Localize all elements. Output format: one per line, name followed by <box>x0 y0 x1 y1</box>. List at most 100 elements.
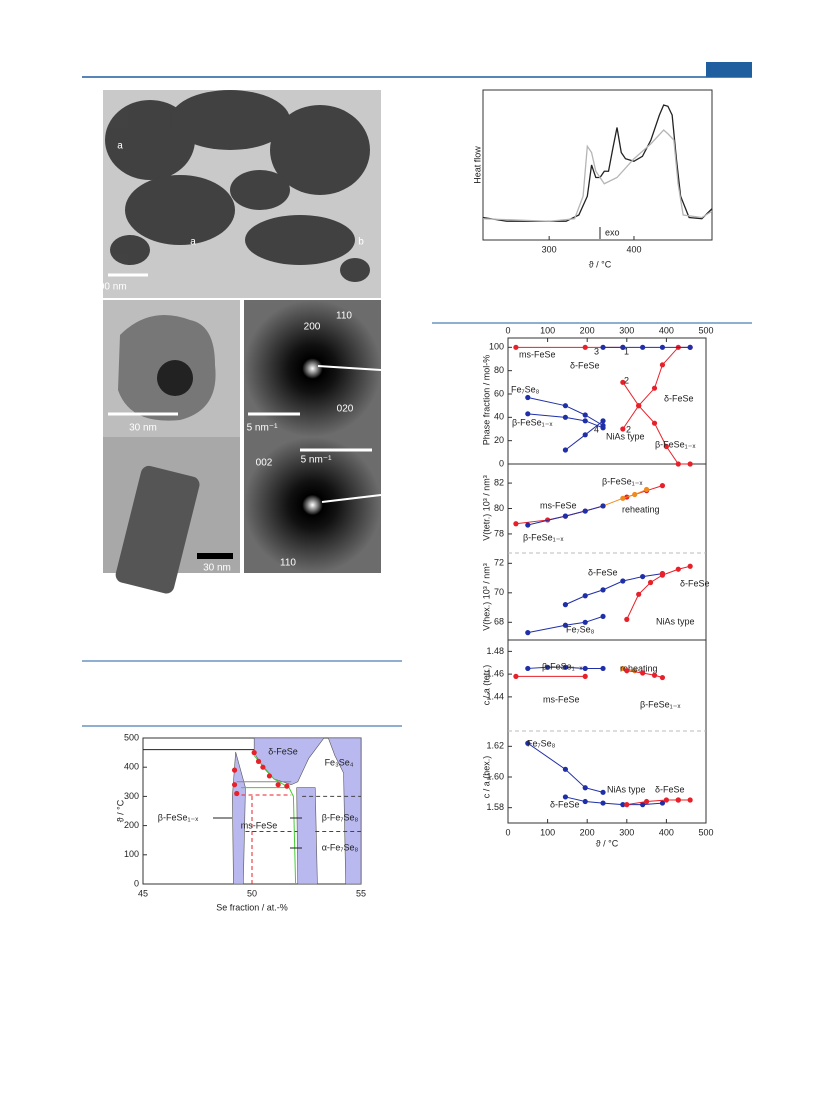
data-point <box>562 766 569 772</box>
micrograph-label: a <box>117 141 123 152</box>
y-axis-label: c / a (tetr.) <box>481 665 491 706</box>
y-tick-label: 1.48 <box>486 646 504 656</box>
data-point <box>651 420 658 426</box>
annotation: 2 <box>624 375 629 385</box>
data-point <box>636 591 642 597</box>
x-tick-label: 0 <box>505 325 510 335</box>
series-label: β-FeSe₁₋ₓ <box>655 439 695 449</box>
region-label: β-FeSe₁₋ₓ <box>158 812 198 822</box>
data-point <box>687 461 693 467</box>
series-label: ms-FeSe <box>519 349 556 359</box>
series-line <box>527 615 604 634</box>
region-label: α-Fe₇Se₈ <box>322 842 359 852</box>
data-point <box>582 412 588 418</box>
micrograph-label: 5 nm⁻¹ <box>301 455 333 466</box>
y-tick-label: 1.58 <box>486 802 504 812</box>
data-point <box>640 573 646 580</box>
data-point <box>234 790 240 797</box>
y-tick-label: 0 <box>499 458 504 468</box>
data-point <box>582 593 588 599</box>
y-tick-label: 1.62 <box>486 741 504 751</box>
particle <box>115 465 200 594</box>
y-tick-label: 1.44 <box>486 691 504 701</box>
data-point <box>644 486 650 493</box>
y-tick-label: 0 <box>134 878 139 888</box>
micrograph-label: 200 <box>304 322 321 333</box>
y-tick-label: 20 <box>494 435 504 445</box>
data-point <box>659 362 666 368</box>
x-tick-label: 300 <box>619 827 634 837</box>
micrographs: a a b 100 nm 30 nm 5 nm⁻¹ 200 110 020 30 nm 002 5 n… <box>93 90 382 594</box>
x-tick-label: 400 <box>659 827 674 837</box>
data-point <box>620 495 626 501</box>
series-line <box>482 104 713 222</box>
data-point <box>600 418 606 424</box>
dsc-chart: 300 400 Heat flow ϑ / °C exo <box>472 89 713 269</box>
data-point <box>562 447 569 453</box>
x-tick-label: 200 <box>580 325 595 335</box>
frame <box>482 89 713 241</box>
data-point <box>600 344 606 350</box>
annotation: exo <box>605 227 620 237</box>
series-label: δ-FeSe <box>680 578 710 588</box>
data-point <box>640 670 646 676</box>
data-point <box>525 394 531 401</box>
data-point <box>620 379 626 385</box>
y-tick-label: 100 <box>489 342 504 352</box>
region-label: δ-FeSe <box>268 746 298 756</box>
data-point <box>620 665 626 672</box>
beam-stop <box>321 494 382 503</box>
y-tick-label: 100 <box>124 849 139 859</box>
x-tick-label: 500 <box>698 827 713 837</box>
x-tick-label: 200 <box>580 827 595 837</box>
series-label: δ-FeSe <box>588 567 618 577</box>
micrograph-label: 002 <box>256 458 273 469</box>
y-tick-label: 300 <box>124 791 139 801</box>
data-point <box>255 758 262 764</box>
phase-diagram: 0 100 200 300 400 500 45 50 55 ϑ / °C Se fraction … <box>115 732 366 912</box>
series-label: δ-FeSe <box>550 799 580 809</box>
x-tick-label: 500 <box>698 325 713 335</box>
x-tick-label: 100 <box>540 827 555 837</box>
data-point <box>562 414 569 420</box>
data-point <box>582 798 588 805</box>
data-point <box>525 630 531 636</box>
data-point <box>663 443 670 450</box>
y-tick-label: 78 <box>494 528 504 538</box>
data-point <box>582 673 588 680</box>
y-axis-label: ϑ / °C <box>115 799 125 822</box>
data-point <box>620 426 626 432</box>
y-tick-label: 60 <box>494 388 504 398</box>
data-point <box>624 616 630 622</box>
y-axis-label: V(tetr.) 10³ / nm³ <box>481 475 491 541</box>
annotation: 3 <box>594 346 599 356</box>
phase-region <box>253 737 325 786</box>
data-point <box>275 782 281 788</box>
series-label: NiAs type <box>656 616 695 626</box>
data-point <box>600 613 606 620</box>
x-tick-label: 300 <box>542 244 557 254</box>
micrograph-label: 020 <box>337 404 354 415</box>
data-point <box>651 385 658 391</box>
data-point <box>562 664 569 670</box>
data-point <box>600 503 606 509</box>
x-tick-label: 0 <box>505 827 510 837</box>
data-point <box>640 344 646 350</box>
particle-core <box>157 360 193 396</box>
data-point <box>636 403 642 409</box>
micrograph-label: 110 <box>336 311 352 322</box>
diffraction-image <box>244 437 381 573</box>
y-tick-label: 1.46 <box>486 669 504 679</box>
series-label: Fe₇Se₈ <box>511 384 540 394</box>
data-point <box>231 782 238 788</box>
data-point <box>620 344 626 350</box>
data-point <box>600 425 606 431</box>
series-label: ms-FeSe <box>540 500 577 510</box>
series-line <box>626 670 663 679</box>
data-point <box>644 798 650 805</box>
data-point <box>687 344 693 350</box>
series-label: β-FeSe₁₋ₓ <box>523 532 563 542</box>
data-point <box>562 403 569 409</box>
series-line <box>565 796 663 806</box>
